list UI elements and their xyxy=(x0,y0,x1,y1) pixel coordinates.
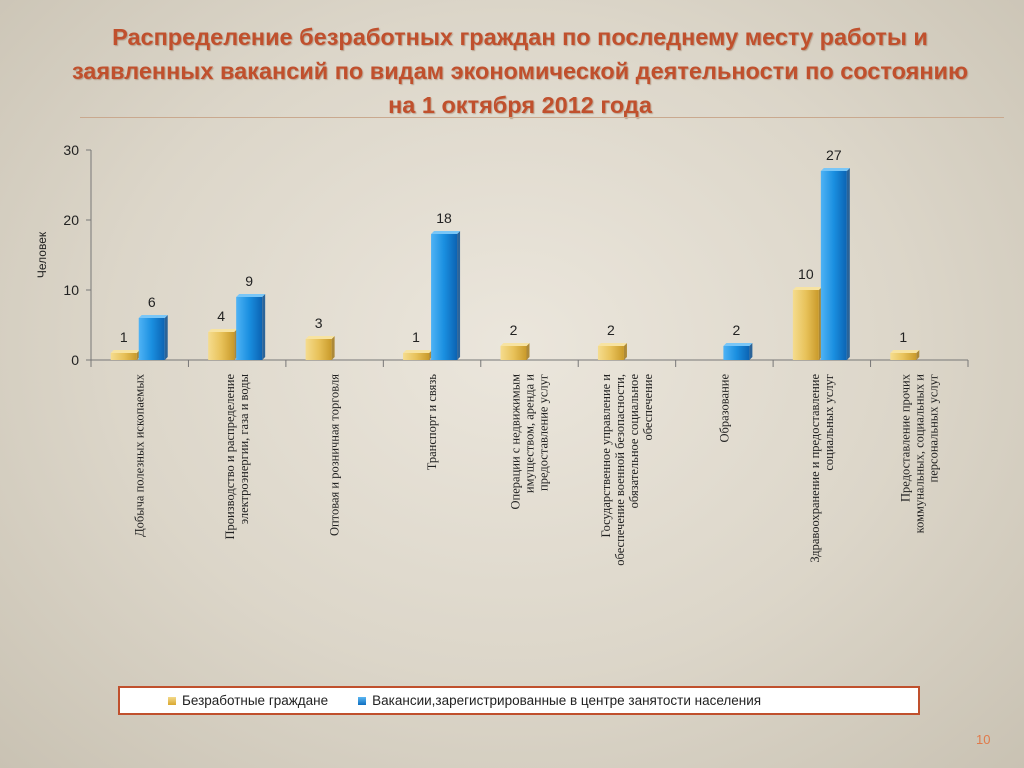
bar-unemployed xyxy=(110,353,137,360)
data-label: 27 xyxy=(826,147,842,163)
title-divider xyxy=(80,117,1004,118)
slide-title: Распределение безработных граждан по пос… xyxy=(71,24,969,118)
bar-vacancies xyxy=(820,171,847,360)
bar-side xyxy=(846,168,850,360)
bar-side xyxy=(749,343,753,360)
x-category-label-line: Добыча полезных ископаемых xyxy=(133,373,147,537)
x-category-label-line: Транспорт и связь xyxy=(425,374,439,471)
x-category-label: Оптовая и розничная торговля xyxy=(328,374,342,536)
bar-top xyxy=(305,336,335,339)
x-category-label: Операции с недвижимымимуществом, аренда … xyxy=(509,374,551,510)
data-label: 2 xyxy=(732,322,740,338)
chart-legend: Безработные граждане Вакансии,зарегистри… xyxy=(118,686,920,715)
data-label: 6 xyxy=(148,294,156,310)
bar-top xyxy=(236,294,266,297)
legend-swatch-vacancies xyxy=(358,696,367,705)
bar-unemployed xyxy=(500,346,527,360)
bar-unemployed xyxy=(792,290,819,360)
x-category-label-line: Предоставление прочих xyxy=(898,373,912,502)
bar-top xyxy=(723,343,753,346)
x-category-label: Добыча полезных ископаемых xyxy=(133,373,147,537)
data-label: 2 xyxy=(510,322,518,338)
x-category-label: Образование xyxy=(717,374,731,443)
x-category-label-line: Государственное управление и xyxy=(599,374,613,538)
x-category-label-line: обеспечение xyxy=(641,374,655,441)
bar-top xyxy=(403,350,433,353)
bar-unemployed xyxy=(403,353,430,360)
x-category-label: Производство и распределениеэлектроэнерг… xyxy=(223,373,251,539)
legend-item-vacancies: Вакансии,зарегистрированные в центре зан… xyxy=(358,693,761,708)
bar-vacancies xyxy=(723,346,750,360)
page-number: 10 xyxy=(976,732,991,747)
x-category-label-line: обеспечение военной безопасности, xyxy=(613,374,627,566)
bar-side xyxy=(916,350,920,360)
x-category-label: Предоставление прочихкоммунальных, социа… xyxy=(898,373,940,533)
bar-top xyxy=(820,168,850,171)
data-label: 2 xyxy=(607,322,615,338)
x-category-label-line: Образование xyxy=(717,374,731,443)
bar-unemployed xyxy=(890,353,917,360)
y-tick-label: 30 xyxy=(63,142,79,158)
x-category-label-line: предоставление услуг xyxy=(537,374,551,491)
y-axis-title: Человек xyxy=(35,231,49,278)
x-category-label-line: коммунальных, социальных и xyxy=(912,374,926,534)
x-category-label-line: социальных услуг xyxy=(822,374,836,471)
data-label: 4 xyxy=(217,308,225,324)
x-category-label-line: персональных услуг xyxy=(926,374,940,482)
bar-side xyxy=(164,315,168,360)
x-category-label-line: обязательное социальное xyxy=(627,374,641,509)
data-label: 10 xyxy=(798,266,814,282)
bar-vacancies xyxy=(431,234,458,360)
bar-vacancies xyxy=(138,318,165,360)
y-tick-label: 10 xyxy=(63,282,79,298)
bar-top xyxy=(208,329,238,332)
bar-top xyxy=(597,343,627,346)
x-category-label-line: имуществом, аренда и xyxy=(523,374,537,493)
bar-vacancies xyxy=(236,297,263,360)
x-category-label-line: электроэнергии, газа и воды xyxy=(237,373,251,524)
legend-item-unemployed: Безработные граждане xyxy=(168,693,328,708)
data-label: 1 xyxy=(899,329,907,345)
x-category-label-line: Здравоохранение и предоставление xyxy=(808,374,822,563)
data-label: 1 xyxy=(412,329,420,345)
x-category-label-line: Операции с недвижимым xyxy=(509,374,523,510)
x-category-label: Государственное управление иобеспечение … xyxy=(599,374,655,566)
bar-top xyxy=(431,231,461,234)
bar-unemployed xyxy=(305,339,332,360)
x-category-label-line: Производство и распределение xyxy=(223,374,237,540)
legend-label-unemployed: Безработные граждане xyxy=(182,693,329,708)
bar-top xyxy=(138,315,168,318)
legend-label-vacancies: Вакансии,зарегистрированные в центре зан… xyxy=(372,693,762,708)
data-label: 1 xyxy=(120,329,128,345)
bar-unemployed xyxy=(208,332,235,360)
y-tick-label: 0 xyxy=(71,352,79,368)
data-label: 18 xyxy=(436,210,452,226)
data-label: 3 xyxy=(315,315,323,331)
bar-side xyxy=(623,343,627,360)
bar-top xyxy=(500,343,530,346)
bar-chart: 0 10 20 30 Человек 1 4 3 1 2 2 10 1 6 9 18 2 27 Добыча пол… xyxy=(35,142,969,566)
bar-top xyxy=(792,287,822,290)
bar-unemployed xyxy=(597,346,624,360)
x-category-label: Транспорт и связь xyxy=(425,374,439,471)
data-label: 9 xyxy=(245,273,253,289)
bar-top xyxy=(890,350,920,353)
x-category-label-line: Оптовая и розничная торговля xyxy=(328,374,342,536)
bar-side xyxy=(457,231,461,360)
legend-swatch-unemployed xyxy=(168,696,176,705)
x-category-label: Здравоохранение и предоставлениесоциальн… xyxy=(808,374,836,563)
bar-side xyxy=(331,336,335,360)
bar-side xyxy=(262,294,266,360)
bar-top xyxy=(110,350,140,353)
y-tick-label: 20 xyxy=(63,212,79,228)
bar-side xyxy=(526,343,530,360)
